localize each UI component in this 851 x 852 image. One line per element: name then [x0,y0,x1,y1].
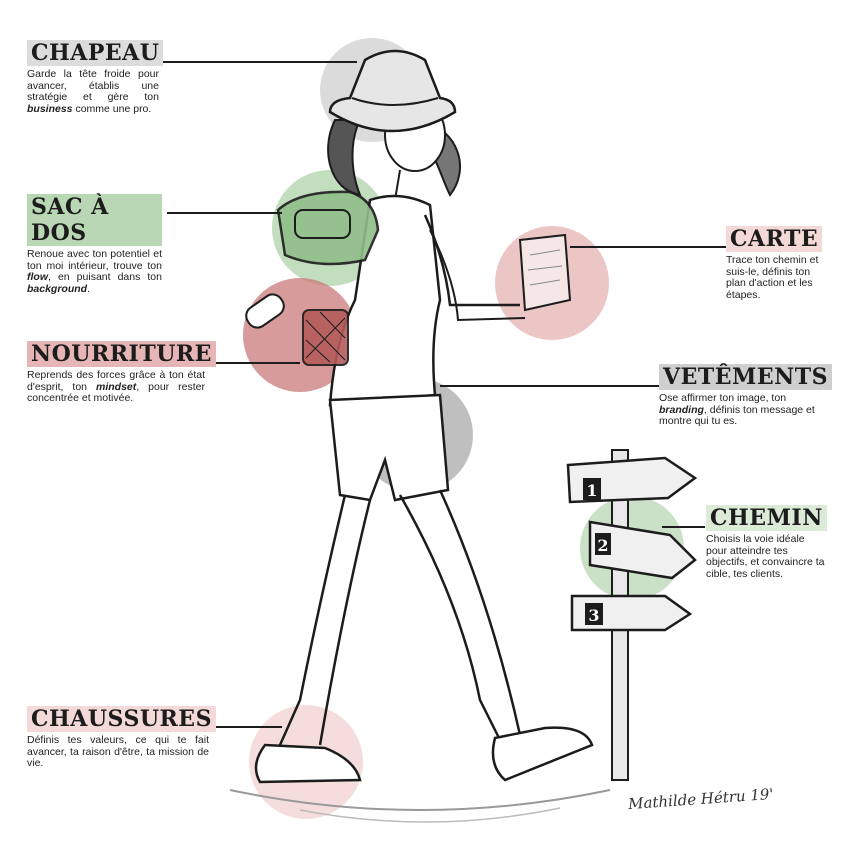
signpost-2-number: 2 [597,536,608,555]
chemin-callout: CHEMIN Choisis la voie idéale pour attei… [706,505,828,580]
chaussures-description: Définis tes valeurs, ce qui te fait avan… [27,734,209,769]
carte-title: CARTE [726,226,823,252]
sac-description: Renoue avec ton potentiel et ton moi int… [27,248,162,295]
chemin-title: CHEMIN [706,505,827,531]
signpost-3-number: 3 [588,606,599,625]
vetements-title: VETÊMENTS [659,364,832,390]
nourriture-title: NOURRITURE [27,341,216,367]
chemin-leader-line [662,526,705,528]
chemin-description: Choisis la voie idéale pour atteindre te… [706,533,825,580]
sac-callout: SAC À DOS Renoue avec ton potentiel et t… [27,194,162,295]
chaussures-callout: CHAUSSURES Définis tes valeurs, ce qui t… [27,706,216,770]
sac-title: SAC À DOS [27,194,162,246]
chaussures-title: CHAUSSURES [27,706,216,732]
nourriture-leader-line [205,362,300,364]
chapeau-callout: CHAPEAU Garde la tête froide pour avance… [27,40,164,115]
chapeau-description: Garde la tête froide pour avancer, établ… [27,68,159,115]
vetements-description: Ose affirmer ton image, ton branding, dé… [659,392,815,427]
vetements-leader-line [440,385,659,387]
chapeau-leader-line [163,61,357,63]
chapeau-title: CHAPEAU [27,40,164,66]
nourriture-description: Reprends des forces grâce à ton état d'e… [27,369,205,404]
carte-callout: CARTE Trace ton chemin et suis-le, défin… [726,226,824,301]
sac-leader-line [167,212,282,214]
carte-leader-line [570,246,726,248]
chaussures-leader-line [212,726,282,728]
carte-description: Trace ton chemin et suis-le, définis ton… [726,254,819,301]
signpost-1-number: 1 [586,481,597,500]
vetements-callout: VETÊMENTS Ose affirmer ton image, ton br… [659,364,832,428]
nourriture-callout: NOURRITURE Reprends des forces grâce à t… [27,341,216,405]
